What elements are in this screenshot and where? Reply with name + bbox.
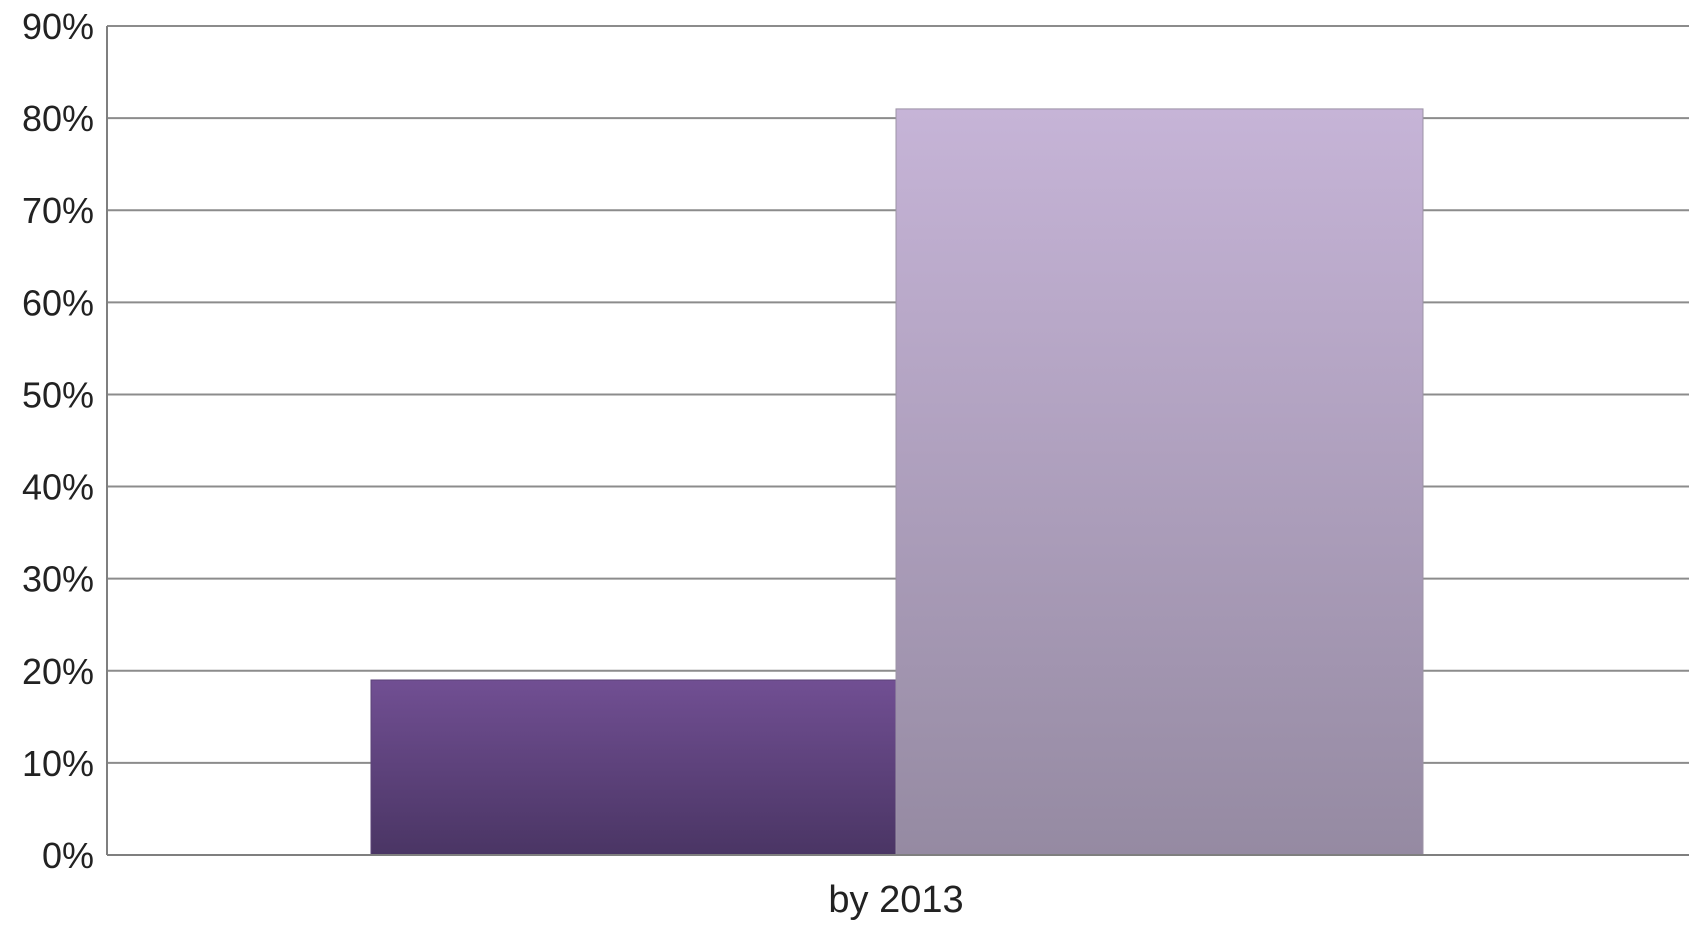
y-tick-label: 30% <box>22 559 94 600</box>
y-tick-label: 60% <box>22 282 94 323</box>
y-axis-tick-labels: 0% 10% 20% 30% 40% 50% 60% 70% 80% 90% <box>22 6 94 876</box>
y-tick-label: 40% <box>22 467 94 508</box>
y-tick-label: 70% <box>22 190 94 231</box>
y-tick-label: 90% <box>22 6 94 47</box>
y-tick-label: 10% <box>22 743 94 784</box>
x-tick-label: by 2013 <box>828 879 963 921</box>
axes <box>106 26 1689 856</box>
x-axis-tick-labels: by 2013 <box>828 879 963 921</box>
y-tick-label: 20% <box>22 651 94 692</box>
y-tick-label: 80% <box>22 98 94 139</box>
bar-series-1 <box>370 679 897 856</box>
y-tick-label: 0% <box>42 835 94 876</box>
bar-series-2 <box>895 108 1424 856</box>
y-tick-label: 50% <box>22 374 94 415</box>
bars <box>370 108 1424 856</box>
